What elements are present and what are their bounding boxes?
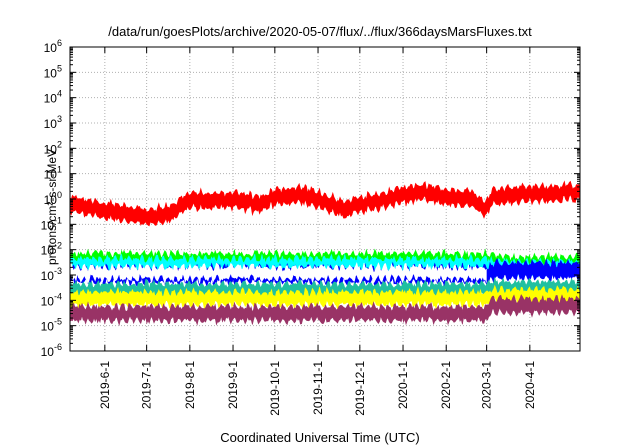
x-tick-label: 2019-7-1 [140,361,154,409]
y-tick-label: 103 [44,114,62,131]
y-tick-label: 10-2 [41,241,62,258]
y-tick-label: 106 [44,38,62,55]
y-tick-label: 105 [44,63,62,80]
x-tick-label: 2019-10-1 [268,361,282,416]
x-tick-label: 2019-8-1 [183,361,197,409]
x-tick-label: 2020-1-1 [396,361,410,409]
y-tick-label: 10-5 [41,317,62,334]
y-tick-label: 104 [44,89,62,106]
x-tick-label: 2019-11-1 [311,361,325,415]
chart-title: /data/run/goesPlots/archive/2020-05-07/f… [108,24,532,39]
y-tick-label: 10-3 [41,266,62,283]
y-tick-label: 10-4 [41,291,62,308]
x-tick-label: 2020-4-1 [523,361,537,409]
y-tick-label: 102 [44,139,62,156]
axes-layer: 10-6 10-5 10-4 10-3 10-2 10-1 100 101 102 103 104 1… [41,38,580,416]
y-tick-label: 101 [44,165,62,182]
x-axis-label: Coordinated Universal Time (UTC) [220,430,420,445]
y-tick-label: 10-6 [41,342,62,359]
series-layer [69,180,581,327]
x-tick-label: 2020-2-1 [439,361,453,409]
x-tick-label: 2019-12-1 [353,361,367,416]
x-tick-label: 2019-9-1 [226,361,240,409]
y-tick-label: 10-1 [41,215,62,232]
x-tick-label: 2020-3-1 [480,361,494,409]
x-tick-label: 2019-6-1 [98,361,112,409]
y-tick-label: 100 [44,190,62,207]
series-band [69,262,487,285]
